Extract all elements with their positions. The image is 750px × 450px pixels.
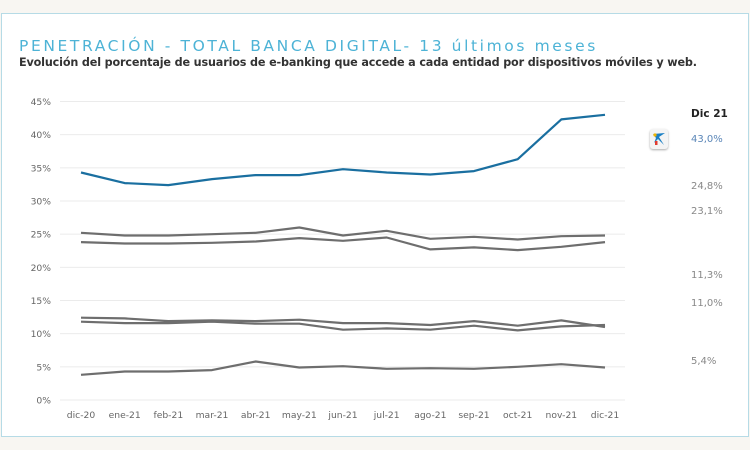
side-value: 24,8% (691, 181, 723, 192)
y-tick-label: 40% (31, 130, 52, 141)
side-value: 23,1% (691, 206, 723, 217)
y-tick-label: 20% (31, 263, 52, 274)
x-tick-label: feb-21 (153, 410, 183, 421)
series-line-entidad-4 (80, 316, 606, 329)
x-tick-label: dic-20 (67, 410, 96, 421)
y-tick-label: 15% (31, 296, 52, 307)
y-tick-label: 45% (31, 97, 52, 108)
caixabank-star-logo-icon (650, 129, 668, 149)
side-value: 11,0% (691, 298, 723, 309)
y-axis-ticks: 0% 5% 10% 15% 20% 25% 30% 35% 40% 45% (31, 97, 52, 407)
series-line-entidad-2 (80, 226, 606, 241)
side-value: 11,3% (691, 270, 723, 281)
x-tick-label: nov-21 (546, 410, 578, 421)
series-lines (80, 113, 606, 376)
x-tick-label: mar-21 (196, 410, 229, 421)
chart-title: PENETRACIÓN - TOTAL BANCA DIGITAL- 13 úl… (19, 37, 598, 55)
series-line-entidad-5 (80, 320, 606, 332)
y-tick-label: 5% (36, 362, 51, 373)
x-tick-label: jul-21 (373, 410, 400, 421)
chart-subtitle: Evolución del porcentaje de usuarios de … (19, 56, 697, 69)
x-tick-label: oct-21 (503, 410, 532, 421)
x-tick-label: sep-21 (458, 410, 489, 421)
side-panel-heading: Dic 21 (691, 108, 728, 120)
series-line-entidad-6 (80, 360, 606, 376)
x-tick-label: jun-21 (327, 410, 357, 421)
side-value-caixabank: 43,0% (691, 134, 723, 145)
y-tick-label: 30% (31, 197, 52, 208)
side-value: 5,4% (691, 356, 717, 367)
y-tick-label: 35% (31, 163, 52, 174)
series-line-caixabank (80, 113, 606, 187)
x-tick-label: dic-21 (591, 410, 619, 421)
gridlines (60, 101, 625, 401)
y-tick-label: 10% (31, 329, 52, 340)
y-tick-label: 25% (31, 230, 52, 241)
y-tick-label: 0% (36, 396, 51, 407)
series-line-entidad-3 (80, 236, 606, 252)
x-tick-label: may-21 (282, 410, 317, 421)
x-axis-ticks: dic-20 ene-21 feb-21 mar-21 abr-21 may-21 jun-… (67, 410, 619, 421)
x-tick-label: ago-21 (414, 410, 446, 421)
x-tick-label: abr-21 (241, 410, 271, 421)
x-tick-label: ene-21 (109, 410, 141, 421)
